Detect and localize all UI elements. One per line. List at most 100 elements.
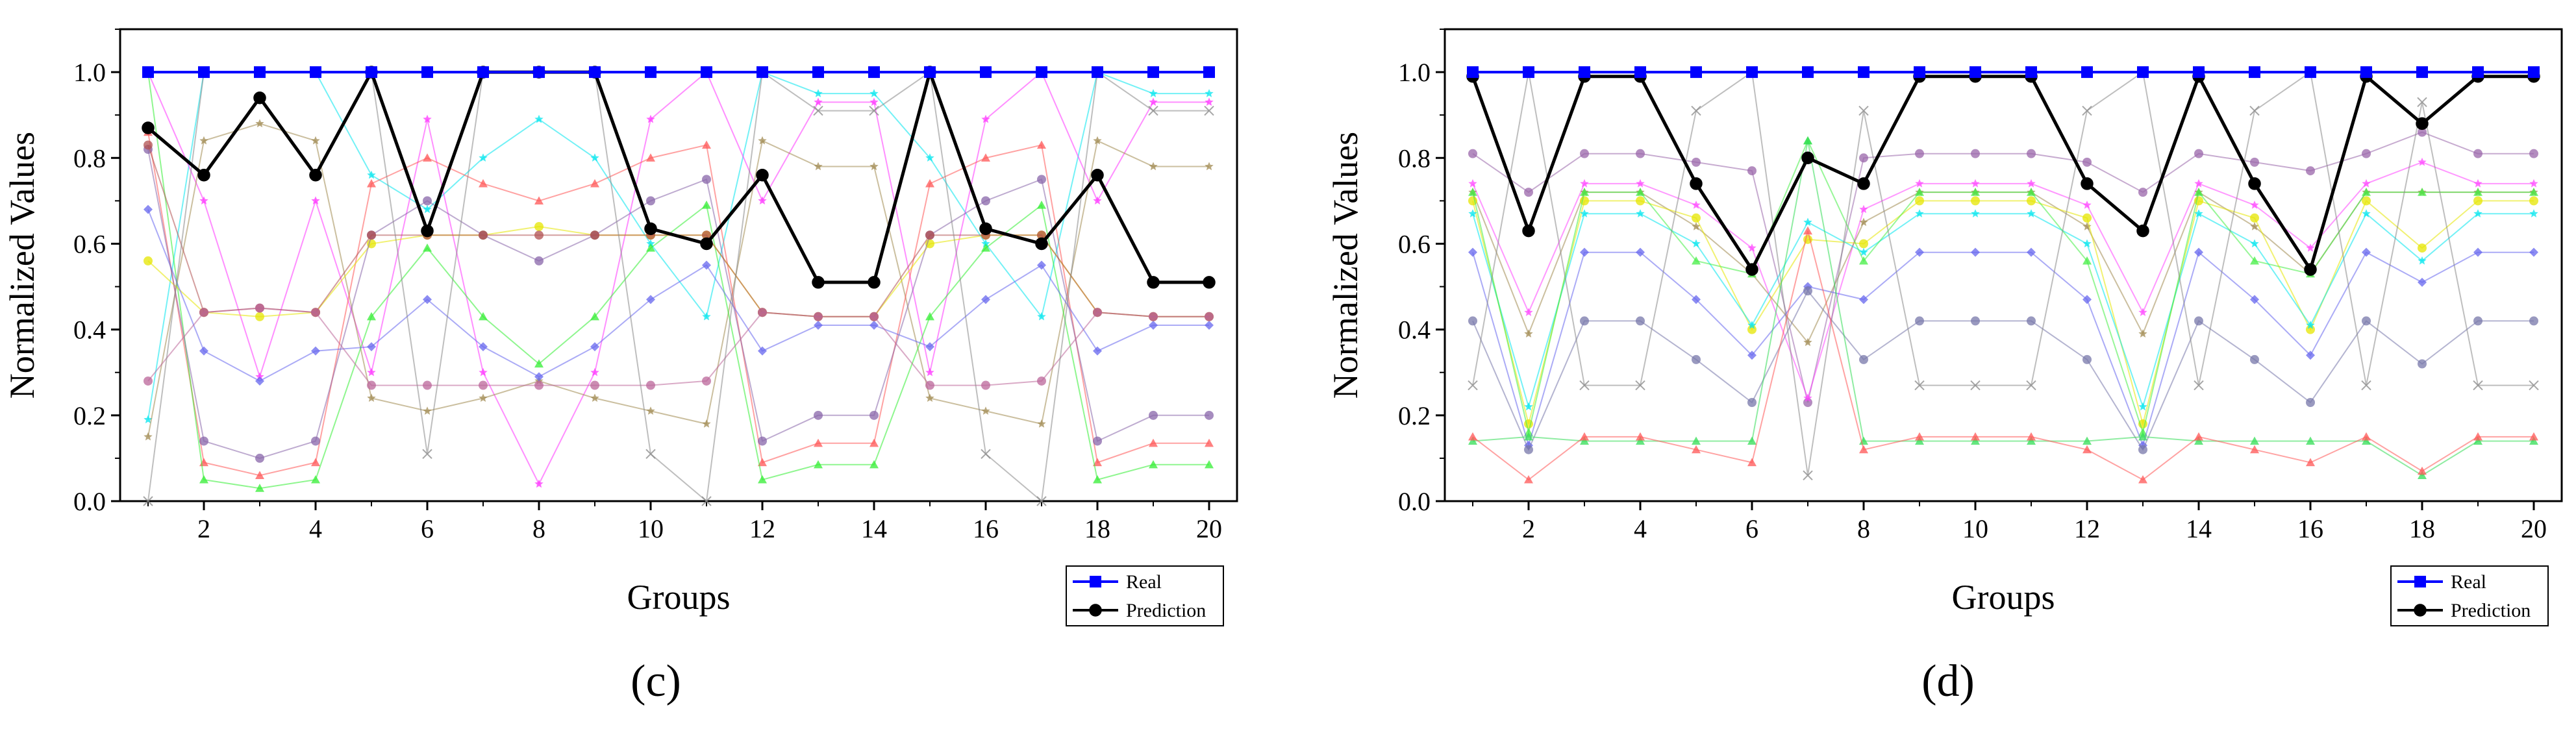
data-point bbox=[2306, 458, 2315, 467]
data-point bbox=[2082, 213, 2092, 223]
plot-frame bbox=[1444, 28, 2563, 502]
data-point bbox=[1858, 105, 1869, 116]
data-point bbox=[925, 393, 934, 402]
series-yellow bbox=[1468, 196, 2538, 429]
data-point bbox=[1690, 177, 1703, 190]
data-point bbox=[868, 66, 880, 79]
data-point bbox=[1468, 432, 1477, 441]
data-point bbox=[646, 380, 655, 390]
data-point bbox=[2418, 466, 2427, 475]
x-tick-label: 6 bbox=[1745, 514, 1758, 543]
data-point bbox=[1093, 346, 1102, 356]
data-point bbox=[1747, 321, 1757, 329]
data-point bbox=[646, 406, 655, 415]
data-point bbox=[144, 376, 153, 386]
data-point bbox=[2362, 149, 2371, 158]
legend-swatch-marker bbox=[2414, 576, 2426, 587]
y-axis-title: Normalized Values bbox=[1326, 132, 1365, 399]
data-point bbox=[255, 119, 264, 128]
data-point bbox=[925, 312, 934, 321]
data-point bbox=[702, 260, 711, 270]
data-point bbox=[1859, 445, 1868, 454]
data-point bbox=[2250, 354, 2259, 364]
y-tick-label: 0.6 bbox=[73, 229, 106, 258]
data-point bbox=[702, 312, 711, 321]
data-point bbox=[869, 410, 879, 420]
data-point bbox=[2362, 188, 2371, 196]
data-point bbox=[2082, 436, 2092, 445]
data-point bbox=[199, 196, 208, 204]
x-tick-label: 8 bbox=[1857, 514, 1870, 543]
data-point bbox=[534, 230, 544, 240]
data-point bbox=[1803, 393, 1812, 402]
data-point bbox=[2250, 436, 2259, 445]
x-tick-label: 10 bbox=[638, 514, 664, 543]
data-point bbox=[1580, 432, 1589, 441]
data-point bbox=[758, 136, 767, 145]
data-point bbox=[479, 393, 488, 402]
data-point bbox=[1859, 247, 1868, 256]
data-point bbox=[590, 393, 599, 402]
data-point bbox=[2081, 66, 2093, 79]
data-point bbox=[2529, 432, 2538, 441]
data-point bbox=[2472, 66, 2484, 79]
data-point bbox=[1203, 66, 1215, 79]
data-point bbox=[1801, 151, 1814, 165]
data-point bbox=[2136, 224, 2149, 238]
y-tick-label: 0.8 bbox=[1398, 143, 1431, 173]
data-point bbox=[814, 321, 823, 330]
data-point bbox=[1149, 162, 1158, 171]
x-tick-label: 20 bbox=[2521, 514, 2547, 543]
data-point bbox=[1747, 351, 1757, 360]
data-point bbox=[1579, 66, 1590, 79]
data-point bbox=[869, 89, 879, 97]
data-point bbox=[646, 243, 655, 252]
data-point bbox=[144, 432, 153, 441]
data-point bbox=[1205, 97, 1214, 106]
data-point bbox=[2250, 239, 2259, 248]
data-point bbox=[1468, 316, 1477, 326]
data-point bbox=[981, 196, 990, 206]
data-point bbox=[868, 276, 881, 289]
data-point bbox=[2362, 209, 2371, 217]
data-point bbox=[1692, 445, 1701, 454]
data-point bbox=[144, 204, 153, 214]
data-point bbox=[981, 239, 990, 248]
data-point bbox=[2306, 397, 2315, 407]
series-blue bbox=[144, 204, 1214, 386]
data-point bbox=[1859, 217, 1868, 227]
data-point bbox=[1802, 66, 1814, 79]
data-point bbox=[1747, 458, 1757, 467]
data-point bbox=[1205, 460, 1214, 469]
data-point bbox=[1147, 66, 1159, 79]
data-point bbox=[1467, 66, 1479, 79]
data-point bbox=[2529, 436, 2538, 445]
data-point bbox=[367, 170, 376, 179]
data-point bbox=[2304, 263, 2317, 276]
data-point bbox=[2250, 295, 2259, 304]
data-point bbox=[1037, 376, 1046, 386]
data-point bbox=[1692, 213, 1701, 223]
data-point bbox=[1747, 166, 1757, 176]
data-point bbox=[2473, 436, 2482, 445]
data-point bbox=[255, 471, 264, 479]
data-point bbox=[758, 308, 767, 317]
data-point bbox=[1093, 308, 1102, 317]
data-point bbox=[2306, 321, 2315, 329]
data-point bbox=[2249, 105, 2260, 116]
data-point bbox=[534, 222, 544, 232]
data-point bbox=[701, 496, 712, 506]
data-point bbox=[1203, 276, 1216, 289]
data-point bbox=[1524, 308, 1533, 316]
data-point bbox=[479, 342, 488, 352]
data-point bbox=[2026, 380, 2036, 391]
data-point bbox=[1858, 66, 1869, 79]
data-point bbox=[1747, 397, 1757, 407]
data-point bbox=[702, 200, 711, 209]
data-point bbox=[198, 66, 210, 79]
data-point bbox=[2416, 66, 2428, 79]
data-point bbox=[1915, 436, 1924, 445]
series-red bbox=[144, 127, 1214, 479]
data-point bbox=[2473, 316, 2482, 326]
